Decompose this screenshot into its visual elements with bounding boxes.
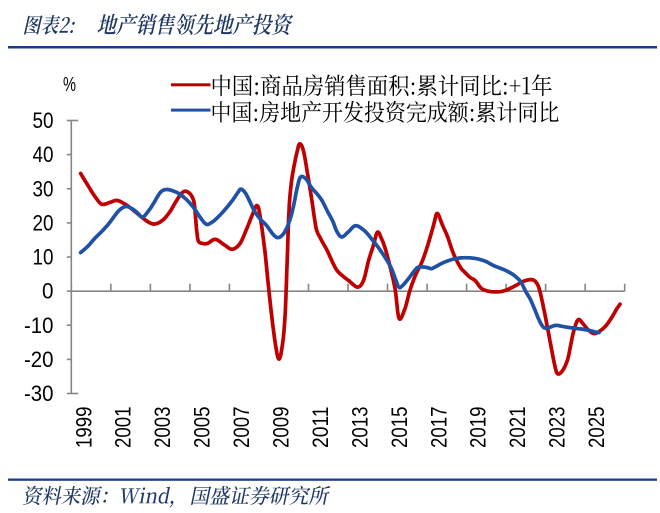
svg-text:2019: 2019 bbox=[466, 407, 491, 449]
svg-text:50: 50 bbox=[33, 108, 54, 133]
svg-text:1999: 1999 bbox=[71, 407, 96, 449]
svg-text:2017: 2017 bbox=[426, 407, 451, 449]
svg-text:0: 0 bbox=[42, 279, 54, 304]
svg-text:2013: 2013 bbox=[347, 407, 372, 449]
svg-text:30: 30 bbox=[33, 176, 54, 201]
svg-text:2011: 2011 bbox=[308, 407, 333, 449]
svg-text:20: 20 bbox=[33, 211, 54, 236]
svg-text:40: 40 bbox=[33, 142, 54, 167]
svg-text:-20: -20 bbox=[24, 347, 54, 372]
svg-text:%: % bbox=[63, 74, 76, 96]
svg-text:2021: 2021 bbox=[505, 407, 530, 449]
svg-text:2025: 2025 bbox=[584, 407, 609, 449]
svg-text:2003: 2003 bbox=[150, 407, 175, 449]
svg-text:2001: 2001 bbox=[111, 407, 136, 449]
svg-text:2023: 2023 bbox=[545, 407, 570, 449]
svg-text:2005: 2005 bbox=[190, 407, 215, 449]
svg-text:2015: 2015 bbox=[387, 407, 412, 449]
svg-text:2007: 2007 bbox=[229, 407, 254, 449]
svg-text:-10: -10 bbox=[24, 313, 54, 338]
svg-text:-30: -30 bbox=[24, 381, 54, 406]
svg-text:10: 10 bbox=[33, 245, 54, 270]
svg-text:2009: 2009 bbox=[269, 407, 294, 449]
